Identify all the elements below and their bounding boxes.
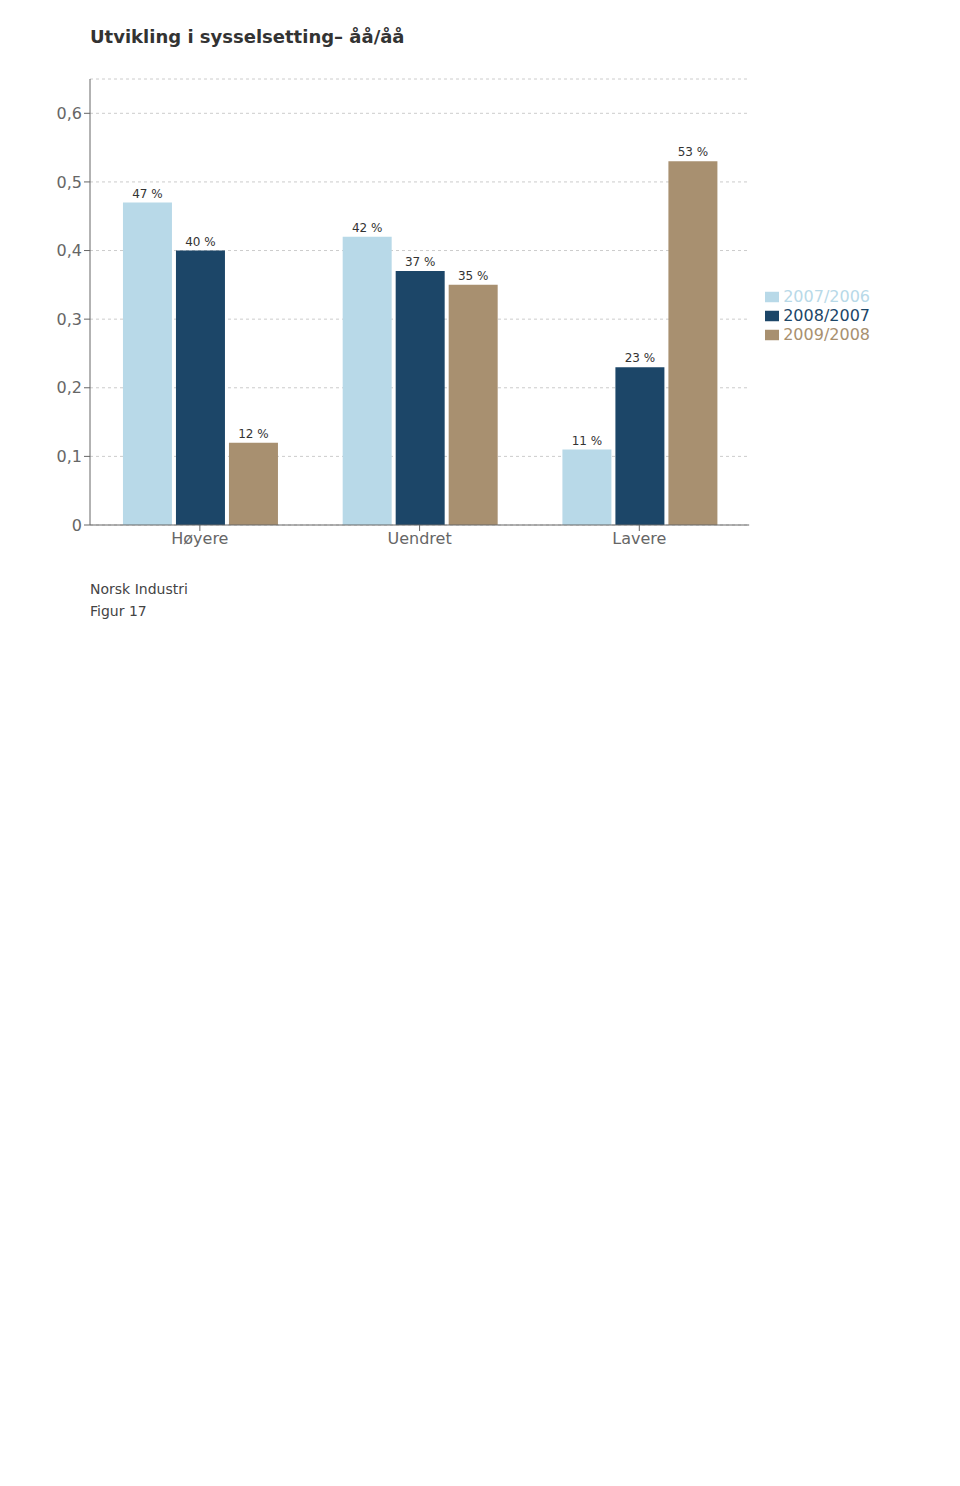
html-text:Figur 17: Figur 17 xyxy=(90,603,147,619)
svg-text:47 %: 47 % xyxy=(132,187,163,201)
svg-text:11 %: 11 % xyxy=(572,434,603,448)
svg-text:0: 0 xyxy=(72,516,82,535)
svg-text:0,6: 0,6 xyxy=(57,104,82,123)
svg-text:42 %: 42 % xyxy=(352,221,383,235)
svg-text:0,1: 0,1 xyxy=(57,447,82,466)
svg-text:Uendret: Uendret xyxy=(387,529,451,548)
svg-text:0,4: 0,4 xyxy=(57,241,82,260)
svg-text:40 %: 40 % xyxy=(185,235,216,249)
svg-text:53 %: 53 % xyxy=(678,145,709,159)
html-text:Norsk Industri: Norsk Industri xyxy=(90,581,188,597)
html-text:2008/2007: 2008/2007 xyxy=(783,305,870,325)
svg-text:Høyere: Høyere xyxy=(171,529,228,548)
svg-text:37 %: 37 % xyxy=(405,255,436,269)
svg-text:0,2: 0,2 xyxy=(57,378,82,397)
html-text:2007/2006: 2007/2006 xyxy=(783,286,870,306)
svg-text:23 %: 23 % xyxy=(625,351,656,365)
svg-text:Lavere: Lavere xyxy=(612,529,666,548)
html-text:2009/2008: 2009/2008 xyxy=(783,324,870,344)
svg-text:0,5: 0,5 xyxy=(57,173,82,192)
svg-text:12 %: 12 % xyxy=(238,427,269,441)
svg-text:35 %: 35 % xyxy=(458,269,489,283)
html-text:Utvikling i sysselsetting– åå/: Utvikling i sysselsetting– åå/åå xyxy=(90,26,405,47)
svg-text:0,3: 0,3 xyxy=(57,310,82,329)
